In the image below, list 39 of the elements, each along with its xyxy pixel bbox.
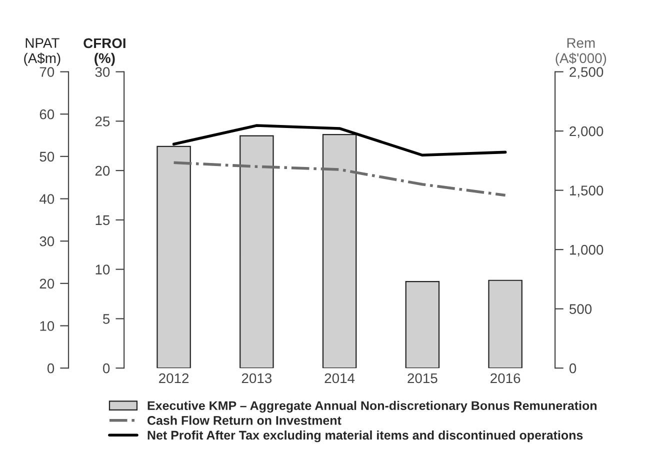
legend-label: Executive KMP – Aggregate Annual Non-discretionary Bonus Remuneration — [148, 400, 597, 413]
y-tick-label: 15 — [96, 215, 110, 226]
bar — [488, 280, 522, 368]
y3-tick-label: 40 — [40, 194, 54, 204]
bar — [156, 146, 191, 368]
y3-tick-label: 20 — [40, 278, 54, 289]
bar — [405, 281, 440, 368]
y-tick-label: 20 — [95, 166, 110, 176]
y-tick-label: 0 — [103, 363, 110, 374]
y2-axis-title: Rem (A$'000) — [556, 38, 606, 66]
y2-tick-label: 1,000 — [570, 244, 604, 256]
y2-tick-label: 2,000 — [570, 126, 604, 138]
x-tick-label: 2016 — [490, 373, 520, 384]
y3-tick-label: 70 — [40, 67, 54, 77]
y2-tick-label: 1,500 — [570, 186, 604, 198]
y3-tick-label: 60 — [40, 109, 54, 120]
y3-axis-title: NPAT (A$m) — [24, 38, 60, 66]
y-tick-label: 10 — [96, 264, 110, 274]
y2-tick-label: 0 — [569, 363, 576, 374]
y3-tick-label: 50 — [40, 152, 54, 162]
bar — [322, 134, 357, 368]
y-tick-label: 25 — [95, 116, 110, 126]
x-tick-label: 2013 — [242, 373, 272, 384]
legend-label: Net Profit After Tax excluding material items and discontinued operations — [148, 430, 583, 442]
y3-tick-label: 10 — [40, 321, 54, 331]
legend-label: Cash Flow Return on Investment — [147, 416, 342, 425]
bar — [240, 135, 274, 368]
x-tick-label: 2015 — [408, 373, 438, 384]
y3-tick-label: 0 — [47, 363, 54, 374]
x-tick-label: 2012 — [159, 373, 189, 384]
y2-tick-label: 2,500 — [570, 67, 604, 79]
x-tick-label: 2014 — [324, 373, 355, 384]
y2-tick-label: 500 — [569, 304, 592, 314]
line-series — [172, 124, 507, 157]
line-series — [172, 161, 507, 197]
y-tick-label: 5 — [103, 314, 110, 324]
y3-tick-label: 30 — [40, 236, 54, 246]
y-tick-label: 30 — [95, 67, 110, 77]
y-axis-title: CFROI (%) — [84, 38, 126, 66]
